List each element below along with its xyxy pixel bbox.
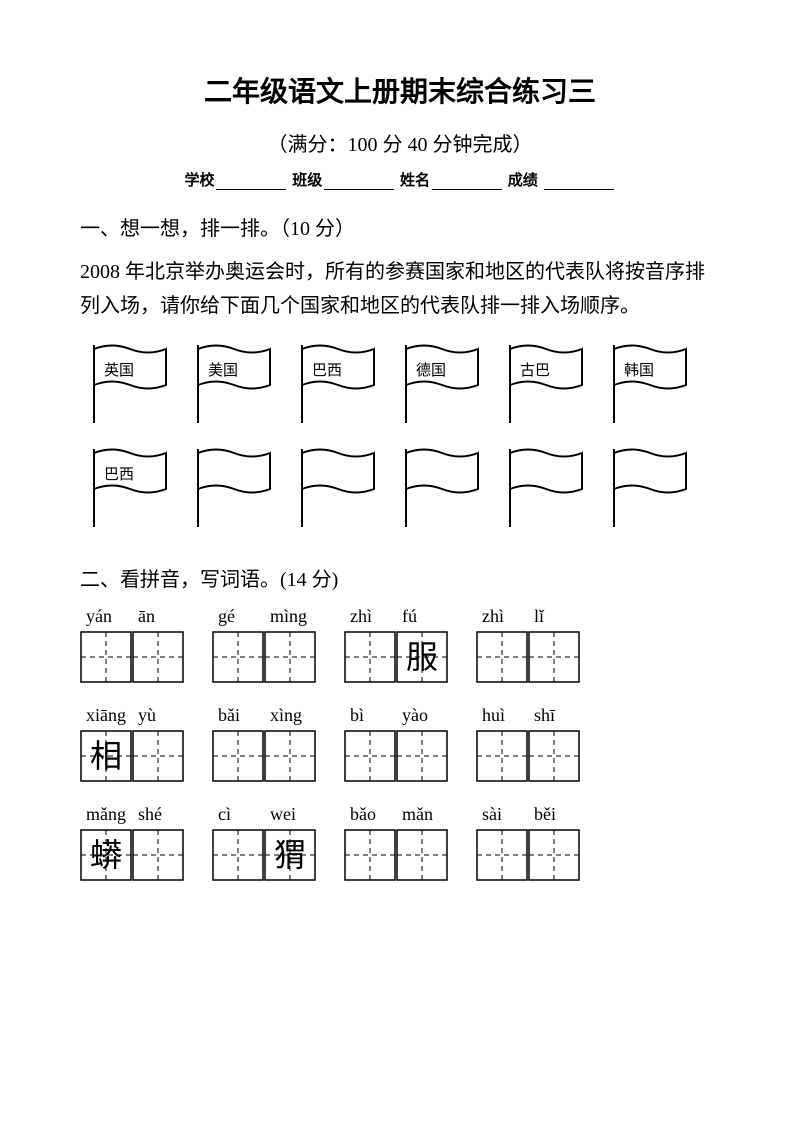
- char-box[interactable]: [80, 631, 132, 683]
- boxes-row: 服: [80, 631, 720, 683]
- flag: 巴西: [88, 445, 174, 531]
- school-blank[interactable]: [216, 174, 286, 190]
- pinyin-row: mǎngshé cìwei bǎomǎn sàiběi: [80, 804, 720, 825]
- pinyin-syllable: mǎng: [80, 804, 132, 825]
- pinyin-syllable: mǎn: [396, 804, 448, 825]
- char-box[interactable]: 猬: [264, 829, 316, 881]
- pinyin-syllable: yào: [396, 705, 448, 726]
- pinyin-syllable: bǎo: [344, 804, 396, 825]
- name-label: 姓名: [400, 173, 430, 189]
- flags-row-2: 巴西: [80, 445, 720, 531]
- flag-label: 德国: [416, 359, 446, 380]
- pinyin-section: yánāngémìngzhìfúzhìlǐ 服 xiāngyùbǎixìngbì…: [80, 606, 720, 881]
- char-box[interactable]: [476, 631, 528, 683]
- char-box[interactable]: [212, 829, 264, 881]
- pinyin-syllable: bì: [344, 705, 396, 726]
- pinyin-syllable: lǐ: [528, 606, 580, 627]
- pinyin-syllable: gé: [212, 606, 264, 627]
- flag: [400, 445, 486, 531]
- flag-label: 韩国: [624, 359, 654, 380]
- char: 相: [80, 730, 132, 782]
- char-box[interactable]: [264, 730, 316, 782]
- flag: 韩国: [608, 341, 694, 427]
- char: 服: [396, 631, 448, 683]
- pinyin-row: xiāngyù bǎixìng bìyào huìshī: [80, 705, 720, 726]
- char: 猬: [264, 829, 316, 881]
- pinyin-syllable: sài: [476, 804, 528, 825]
- char-box[interactable]: [528, 730, 580, 782]
- flag: 英国: [88, 341, 174, 427]
- flags-row-1: 英国 美国 巴西 德国 古巴 韩国: [80, 341, 720, 427]
- pinyin-syllable: zhì: [476, 606, 528, 627]
- pinyin-syllable: shé: [132, 804, 184, 825]
- char-box[interactable]: [344, 730, 396, 782]
- subtitle: （满分：100 分 40 分钟完成）: [80, 128, 720, 157]
- boxes-row: 蟒 猬: [80, 829, 720, 881]
- flag-label: 古巴: [520, 359, 550, 380]
- score-label: 成绩: [508, 173, 538, 189]
- char-box[interactable]: [344, 829, 396, 881]
- boxes-row: 相: [80, 730, 720, 782]
- pinyin-syllable: bǎi: [212, 705, 264, 726]
- pinyin-syllable: yán: [80, 606, 132, 627]
- flag: [504, 445, 590, 531]
- flag-label: 巴西: [312, 359, 342, 380]
- flag: [192, 445, 278, 531]
- char-box[interactable]: [476, 730, 528, 782]
- char-box[interactable]: [344, 631, 396, 683]
- char-box[interactable]: [132, 631, 184, 683]
- pinyin-syllable: cì: [212, 804, 264, 825]
- pinyin-syllable: wei: [264, 804, 316, 825]
- pinyin-syllable: xìng: [264, 705, 316, 726]
- pinyin-syllable: xiāng: [80, 705, 132, 726]
- page-title: 二年级语文上册期末综合练习三: [80, 70, 720, 110]
- pinyin-syllable: shī: [528, 705, 580, 726]
- char-box[interactable]: [476, 829, 528, 881]
- pinyin-syllable: zhì: [344, 606, 396, 627]
- char-box[interactable]: [212, 730, 264, 782]
- section1-body: 2008 年北京举办奥运会时，所有的参赛国家和地区的代表队将按音序排列入场，请你…: [80, 255, 720, 323]
- class-blank[interactable]: [324, 174, 394, 190]
- char-box[interactable]: [132, 730, 184, 782]
- flag: [608, 445, 694, 531]
- char-box[interactable]: [212, 631, 264, 683]
- pinyin-syllable: yù: [132, 705, 184, 726]
- pinyin-syllable: huì: [476, 705, 528, 726]
- char: 蟒: [80, 829, 132, 881]
- pinyin-row: yánāngémìngzhìfúzhìlǐ: [80, 606, 720, 627]
- name-blank[interactable]: [432, 174, 502, 190]
- flag: 古巴: [504, 341, 590, 427]
- flag: 德国: [400, 341, 486, 427]
- char-box[interactable]: [396, 829, 448, 881]
- flag-label: 美国: [208, 359, 238, 380]
- school-label: 学校: [184, 173, 214, 189]
- pinyin-syllable: mìng: [264, 606, 316, 627]
- char-box[interactable]: [528, 631, 580, 683]
- pinyin-syllable: fú: [396, 606, 448, 627]
- pinyin-syllable: běi: [528, 804, 580, 825]
- char-box[interactable]: [396, 730, 448, 782]
- char-box[interactable]: 相: [80, 730, 132, 782]
- flag-label: 巴西: [104, 463, 134, 484]
- score-blank[interactable]: [544, 174, 614, 190]
- section2-heading: 二、看拼音，写词语。(14 分): [80, 563, 720, 592]
- flag-label: 英国: [104, 359, 134, 380]
- char-box[interactable]: 服: [396, 631, 448, 683]
- char-box[interactable]: [264, 631, 316, 683]
- flag: 巴西: [296, 341, 382, 427]
- flag: [296, 445, 382, 531]
- flag: 美国: [192, 341, 278, 427]
- char-box[interactable]: [528, 829, 580, 881]
- pinyin-syllable: ān: [132, 606, 184, 627]
- section1-heading: 一、想一想，排一排。（10 分）: [80, 212, 720, 241]
- char-box[interactable]: [132, 829, 184, 881]
- info-line: 学校 班级 姓名 成绩: [80, 169, 720, 190]
- class-label: 班级: [292, 173, 322, 189]
- char-box[interactable]: 蟒: [80, 829, 132, 881]
